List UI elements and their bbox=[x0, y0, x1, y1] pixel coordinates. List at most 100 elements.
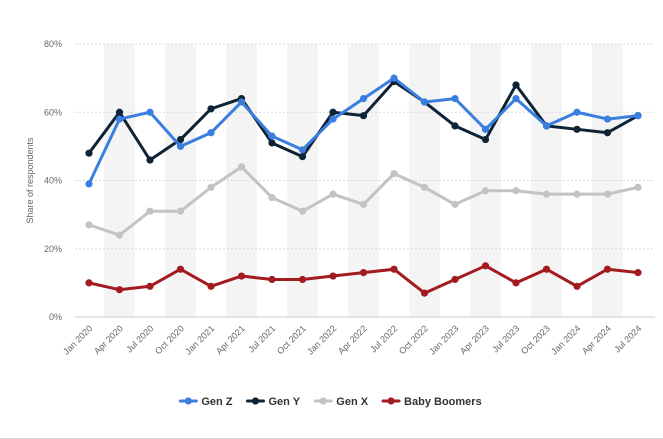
legend-swatch-marker bbox=[319, 397, 327, 405]
x-tick-label: Jul 2020 bbox=[124, 323, 155, 354]
data-point[interactable] bbox=[359, 269, 368, 277]
data-point[interactable] bbox=[329, 108, 337, 116]
data-point[interactable] bbox=[268, 132, 276, 140]
data-point[interactable] bbox=[451, 200, 459, 208]
data-point[interactable] bbox=[298, 146, 307, 154]
x-tick-label: Oct 2023 bbox=[519, 323, 552, 356]
data-point[interactable] bbox=[146, 207, 154, 215]
legend: Gen Z Gen Y Gen X Baby Boomers bbox=[178, 396, 482, 408]
data-point[interactable] bbox=[634, 112, 642, 120]
x-tick-label: Jan 2020 bbox=[61, 323, 94, 356]
data-point[interactable] bbox=[176, 207, 185, 215]
data-point[interactable] bbox=[634, 183, 642, 191]
data-point[interactable] bbox=[603, 265, 612, 273]
data-point[interactable] bbox=[237, 163, 246, 171]
data-point[interactable] bbox=[115, 231, 124, 239]
data-point[interactable] bbox=[237, 98, 246, 106]
data-point[interactable] bbox=[512, 187, 520, 195]
data-point[interactable] bbox=[634, 269, 642, 277]
data-point[interactable] bbox=[329, 190, 337, 198]
x-tick-label: Apr 2022 bbox=[336, 323, 369, 356]
x-tick-label: Jul 2023 bbox=[490, 323, 521, 354]
data-point[interactable] bbox=[146, 156, 154, 164]
legend-item[interactable]: Gen Y bbox=[245, 396, 301, 408]
data-point[interactable] bbox=[512, 81, 520, 89]
data-point[interactable] bbox=[603, 190, 612, 198]
data-point[interactable] bbox=[359, 95, 368, 103]
data-point[interactable] bbox=[451, 275, 459, 284]
data-point[interactable] bbox=[268, 139, 276, 147]
data-point[interactable] bbox=[603, 115, 612, 123]
data-point[interactable] bbox=[573, 108, 581, 116]
data-point[interactable] bbox=[603, 129, 612, 137]
data-point[interactable] bbox=[359, 200, 368, 208]
data-point[interactable] bbox=[542, 265, 551, 273]
data-point[interactable] bbox=[512, 95, 520, 103]
legend-item[interactable]: Baby Boomers bbox=[381, 396, 482, 408]
data-point[interactable] bbox=[573, 282, 581, 290]
y-tick-label: 0% bbox=[49, 312, 62, 322]
data-point[interactable] bbox=[390, 265, 398, 273]
data-point[interactable] bbox=[207, 105, 215, 113]
data-point[interactable] bbox=[176, 142, 185, 150]
data-point[interactable] bbox=[390, 74, 398, 82]
x-tick-label: Apr 2024 bbox=[580, 323, 613, 356]
legend-swatch-marker bbox=[251, 397, 260, 405]
data-point[interactable] bbox=[85, 180, 93, 188]
data-point[interactable] bbox=[85, 221, 93, 229]
data-point[interactable] bbox=[85, 279, 93, 287]
data-point[interactable] bbox=[85, 149, 93, 157]
data-point[interactable] bbox=[115, 108, 124, 116]
series-gen-z bbox=[85, 74, 642, 188]
x-tick-label: Jul 2024 bbox=[612, 323, 643, 354]
data-point[interactable] bbox=[176, 265, 185, 273]
legend-item[interactable]: Gen X bbox=[313, 396, 369, 408]
data-point[interactable] bbox=[146, 108, 154, 116]
data-point[interactable] bbox=[542, 122, 551, 130]
data-point[interactable] bbox=[207, 129, 215, 137]
legend-swatch-marker bbox=[387, 397, 395, 405]
legend-swatch-marker bbox=[184, 397, 192, 405]
series-gen-x bbox=[85, 163, 642, 239]
data-point[interactable] bbox=[359, 112, 368, 120]
data-point[interactable] bbox=[420, 183, 429, 191]
data-point[interactable] bbox=[176, 135, 185, 144]
data-point[interactable] bbox=[512, 279, 520, 287]
data-point[interactable] bbox=[298, 275, 307, 284]
data-point[interactable] bbox=[420, 98, 429, 106]
data-point[interactable] bbox=[481, 262, 490, 270]
data-point[interactable] bbox=[298, 207, 307, 215]
legend-label: Gen Y bbox=[268, 396, 300, 408]
data-point[interactable] bbox=[207, 183, 215, 191]
data-point[interactable] bbox=[268, 193, 276, 202]
legend-item[interactable]: Gen Z bbox=[178, 396, 233, 408]
data-point[interactable] bbox=[542, 190, 551, 198]
data-point[interactable] bbox=[207, 282, 215, 290]
y-tick-label: 40% bbox=[44, 176, 62, 186]
x-tick-label: Oct 2020 bbox=[153, 323, 186, 356]
data-point[interactable] bbox=[329, 272, 337, 280]
data-point[interactable] bbox=[420, 289, 429, 297]
data-point[interactable] bbox=[390, 170, 398, 178]
legend-label: Gen Z bbox=[201, 396, 232, 408]
data-point[interactable] bbox=[237, 272, 246, 280]
data-point[interactable] bbox=[329, 115, 337, 123]
data-point[interactable] bbox=[115, 115, 124, 123]
x-tick-label: Jul 2022 bbox=[368, 323, 399, 354]
x-tick-label: Jan 2021 bbox=[183, 323, 216, 356]
data-point[interactable] bbox=[451, 95, 459, 103]
data-point[interactable] bbox=[573, 125, 581, 133]
data-point[interactable] bbox=[451, 122, 459, 130]
data-point[interactable] bbox=[481, 135, 490, 144]
x-tick-label: Apr 2021 bbox=[214, 323, 247, 356]
data-point[interactable] bbox=[298, 153, 307, 161]
data-point[interactable] bbox=[268, 275, 276, 284]
data-point[interactable] bbox=[481, 125, 490, 133]
data-point[interactable] bbox=[573, 190, 581, 198]
data-point[interactable] bbox=[146, 282, 154, 290]
data-point[interactable] bbox=[481, 187, 490, 195]
y-tick-label: 60% bbox=[44, 107, 62, 117]
x-tick-label: Jul 2021 bbox=[246, 323, 277, 354]
data-point[interactable] bbox=[115, 286, 124, 294]
